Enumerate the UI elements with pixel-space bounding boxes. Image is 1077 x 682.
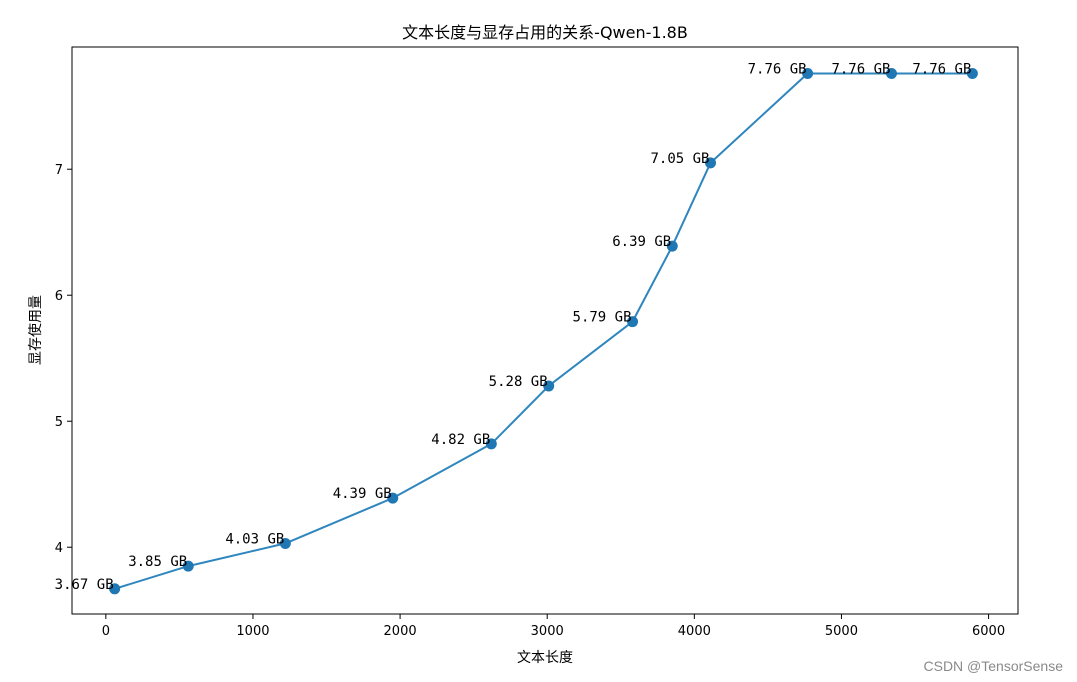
data-label: 3.67 GB xyxy=(55,577,114,593)
data-label: 7.05 GB xyxy=(650,151,709,167)
x-tick-label: 1000 xyxy=(236,624,269,639)
x-tick-label: 5000 xyxy=(825,624,858,639)
data-point xyxy=(885,67,897,79)
x-axis-ticks: 0 1000 2000 3000 4000 5000 6000 xyxy=(102,614,1005,639)
x-tick-label: 3000 xyxy=(531,624,564,639)
data-label: 4.39 GB xyxy=(333,486,392,502)
data-point xyxy=(109,583,121,595)
data-label: 4.03 GB xyxy=(225,531,284,547)
data-label: 6.39 GB xyxy=(612,234,671,250)
x-tick-label: 6000 xyxy=(972,624,1005,639)
data-label: 5.28 GB xyxy=(489,374,548,390)
data-point xyxy=(802,67,814,79)
data-point xyxy=(387,492,399,504)
data-label: 7.76 GB xyxy=(912,61,971,77)
chart-title: 文本长度与显存占用的关系-Qwen-1.8B xyxy=(402,23,688,42)
data-point xyxy=(705,157,717,169)
data-label: 3.85 GB xyxy=(128,554,187,570)
y-axis-ticks: 4 5 6 7 xyxy=(55,163,72,556)
data-point xyxy=(182,560,194,572)
data-label: 5.79 GB xyxy=(573,310,632,326)
y-tick-label: 6 xyxy=(55,289,63,304)
data-point xyxy=(543,380,555,392)
data-label: 7.76 GB xyxy=(748,61,807,77)
y-tick-label: 7 xyxy=(55,163,63,178)
data-point xyxy=(627,316,639,328)
series-line-group xyxy=(114,72,973,590)
x-tick-label: 4000 xyxy=(678,624,711,639)
y-axis-label: 显存使用量 xyxy=(27,295,44,365)
point-labels: 3.67 GB 3.85 GB 4.03 GB 4.39 GB 4.82 GB 5.28 … xyxy=(55,61,972,592)
x-axis-label: 文本长度 xyxy=(517,650,573,666)
data-label: 4.82 GB xyxy=(431,432,490,448)
plot-area xyxy=(71,46,1019,615)
data-point xyxy=(485,438,497,450)
y-tick-label: 5 xyxy=(55,415,63,430)
x-tick-label: 2000 xyxy=(384,624,417,639)
x-tick-label: 0 xyxy=(102,624,110,639)
data-point xyxy=(666,240,678,252)
data-label: 7.76 GB xyxy=(831,61,890,77)
watermark-text: CSDN @TensorSense xyxy=(923,658,1064,674)
y-tick-label: 4 xyxy=(55,541,63,556)
series-line xyxy=(114,72,973,590)
data-point xyxy=(279,537,291,549)
data-point xyxy=(966,67,978,79)
series-markers xyxy=(109,67,978,595)
